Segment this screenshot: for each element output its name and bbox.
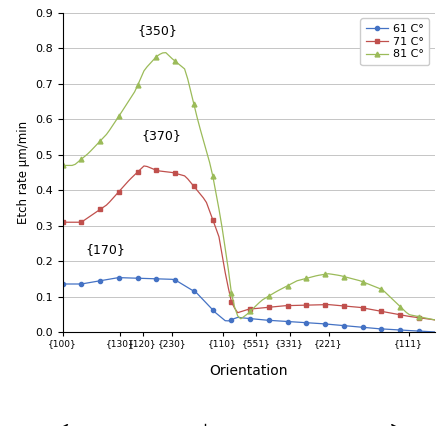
81 C° xyxy=(432,317,437,322)
61 C° xyxy=(357,325,362,330)
Line: 81 C°: 81 C° xyxy=(60,50,437,322)
61 C° xyxy=(319,321,325,326)
61 C° xyxy=(422,329,428,334)
71 C° xyxy=(432,317,437,322)
Legend: 61 C°, 71 C°, 81 C°: 61 C°, 71 C°, 81 C° xyxy=(360,18,429,65)
Line: 71 C°: 71 C° xyxy=(60,164,437,322)
81 C° xyxy=(269,291,275,296)
71 C° xyxy=(319,302,325,307)
71 C° xyxy=(357,305,362,310)
61 C° xyxy=(141,276,146,281)
71 C° xyxy=(163,169,168,174)
81 C° xyxy=(163,50,168,55)
81 C° xyxy=(60,163,65,168)
71 C° xyxy=(269,305,275,310)
81 C° xyxy=(160,50,165,55)
Text: {370}: {370} xyxy=(141,130,181,142)
71 C° xyxy=(138,167,143,172)
61 C° xyxy=(163,276,168,282)
Text: {170}: {170} xyxy=(86,243,125,256)
81 C° xyxy=(319,272,325,277)
Line: 61 C°: 61 C° xyxy=(60,276,437,334)
61 C° xyxy=(116,275,122,280)
Text: Orientation: Orientation xyxy=(209,364,288,378)
61 C° xyxy=(269,318,275,323)
Text: {350}: {350} xyxy=(138,24,177,37)
61 C° xyxy=(432,329,437,334)
61 C° xyxy=(60,282,65,287)
Y-axis label: Etch rate μm/min: Etch rate μm/min xyxy=(17,121,30,224)
71 C° xyxy=(422,316,428,321)
71 C° xyxy=(60,220,65,225)
81 C° xyxy=(357,278,362,283)
81 C° xyxy=(138,75,143,81)
71 C° xyxy=(141,164,146,169)
81 C° xyxy=(422,315,428,320)
